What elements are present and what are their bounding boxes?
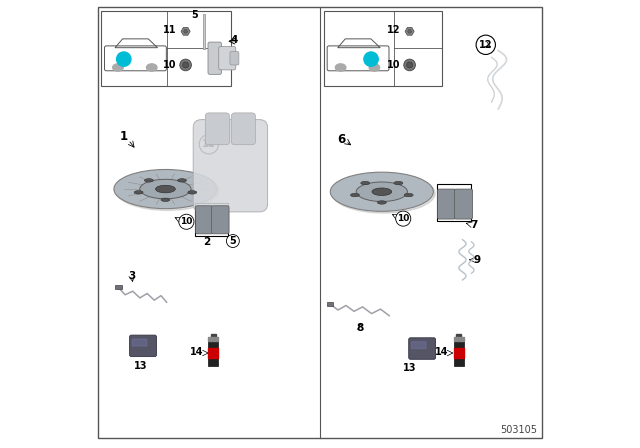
FancyBboxPatch shape [454,189,472,219]
Text: 8: 8 [356,323,364,333]
Text: 503105: 503105 [500,426,537,435]
FancyBboxPatch shape [205,113,230,145]
FancyBboxPatch shape [195,206,213,234]
Ellipse shape [361,181,370,185]
Circle shape [364,52,378,66]
FancyBboxPatch shape [231,113,255,145]
Ellipse shape [372,188,392,195]
Polygon shape [405,27,414,35]
FancyBboxPatch shape [132,339,147,346]
Circle shape [404,59,415,71]
Bar [437,184,472,221]
Text: 10: 10 [180,217,193,226]
Text: 14: 14 [435,347,448,357]
Text: 1: 1 [120,130,128,143]
Ellipse shape [134,191,143,194]
Ellipse shape [161,198,170,202]
FancyBboxPatch shape [208,42,221,74]
FancyBboxPatch shape [130,335,157,357]
Ellipse shape [335,64,346,71]
Text: 3: 3 [128,271,136,280]
Bar [211,334,216,337]
Text: 11: 11 [163,26,177,35]
Ellipse shape [113,64,123,71]
Ellipse shape [140,179,191,199]
Ellipse shape [404,194,413,197]
Ellipse shape [369,64,380,71]
Bar [195,203,228,236]
Ellipse shape [114,169,217,209]
FancyBboxPatch shape [219,47,236,70]
Circle shape [116,52,131,66]
FancyBboxPatch shape [409,338,436,359]
Text: 2: 2 [204,237,211,247]
Text: 4: 4 [230,35,238,45]
Text: 11: 11 [202,139,216,149]
Text: 10: 10 [163,60,177,70]
FancyBboxPatch shape [230,52,239,65]
Text: 10: 10 [387,60,401,70]
Bar [209,348,218,358]
Ellipse shape [147,64,157,71]
Polygon shape [181,27,190,35]
Bar [209,337,218,366]
Ellipse shape [177,179,186,182]
Circle shape [182,62,189,68]
Bar [115,285,122,289]
Ellipse shape [116,171,219,211]
Ellipse shape [156,185,175,193]
Circle shape [180,59,191,71]
Bar [209,337,218,340]
Text: 9: 9 [473,255,481,265]
Text: 13: 13 [403,363,417,373]
Text: 12: 12 [387,26,401,35]
Ellipse shape [394,181,403,185]
Text: 5: 5 [230,236,236,246]
Polygon shape [184,30,188,33]
Text: 6: 6 [337,133,346,146]
Bar [324,11,442,86]
Circle shape [406,62,413,68]
Ellipse shape [378,201,387,204]
FancyBboxPatch shape [412,342,426,349]
Ellipse shape [356,182,408,202]
Bar [327,302,333,306]
Text: 12: 12 [479,40,493,50]
FancyBboxPatch shape [437,189,456,219]
Bar [454,348,464,358]
FancyBboxPatch shape [193,120,268,212]
Ellipse shape [351,194,360,197]
Ellipse shape [332,174,435,213]
Text: 13: 13 [134,362,148,371]
FancyBboxPatch shape [212,206,229,234]
FancyBboxPatch shape [327,46,389,71]
Ellipse shape [188,191,196,194]
Text: 7: 7 [470,220,477,230]
Polygon shape [408,30,412,33]
Text: 14: 14 [190,347,204,357]
Bar [456,334,461,337]
Ellipse shape [145,179,154,182]
Bar [101,11,231,86]
Text: 5: 5 [191,10,198,20]
Bar [454,337,464,366]
Ellipse shape [330,172,433,211]
Bar [454,337,464,340]
FancyBboxPatch shape [104,46,166,71]
Text: 10: 10 [397,214,410,223]
